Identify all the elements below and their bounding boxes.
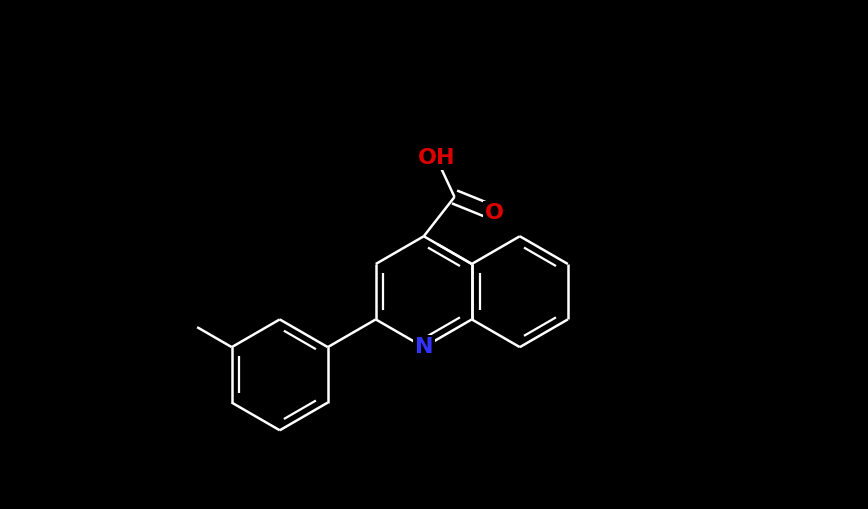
Text: O: O (485, 203, 504, 223)
Text: N: N (415, 337, 433, 357)
Text: OH: OH (418, 148, 455, 168)
